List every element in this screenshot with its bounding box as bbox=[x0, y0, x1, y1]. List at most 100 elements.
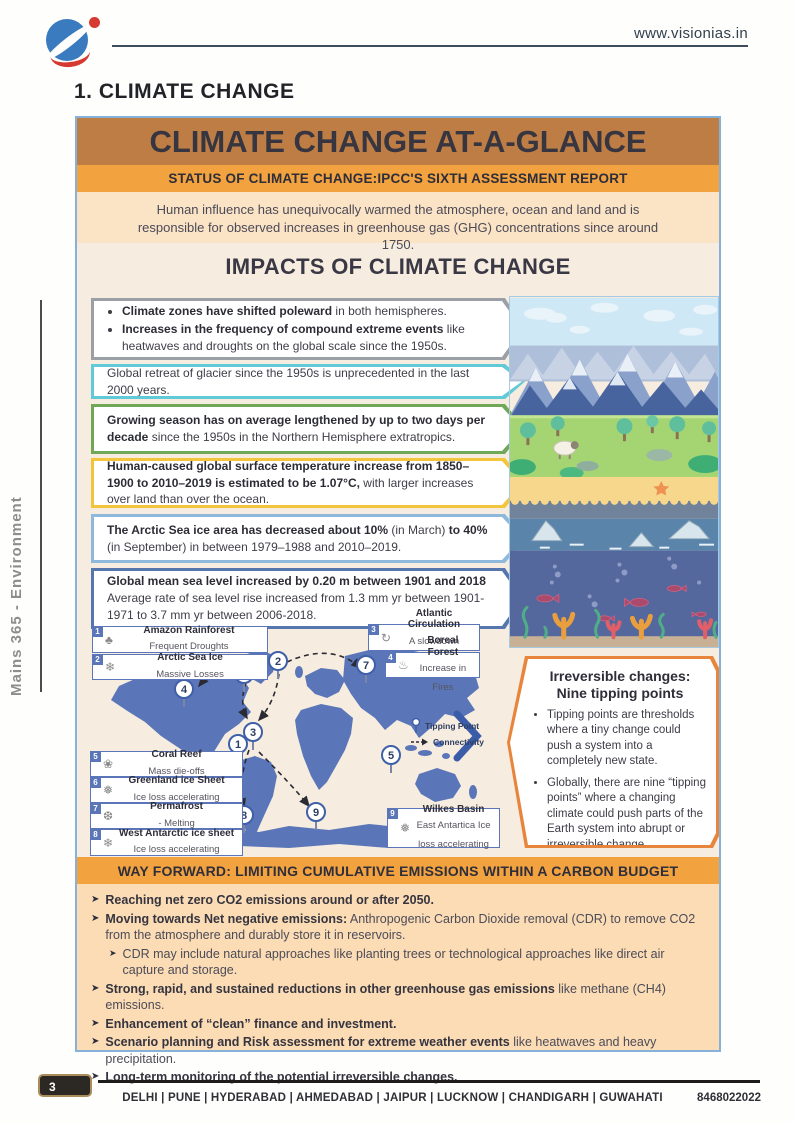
sidebar-divider bbox=[40, 300, 42, 692]
label-number: 4 bbox=[385, 652, 396, 663]
sheep bbox=[553, 440, 579, 460]
map-label-permafrost: 7 ❆ Permafrost - Melting bbox=[90, 801, 243, 829]
footer-phone: 8468022022 bbox=[697, 1092, 761, 1104]
ice-sheet-icon: ❅ bbox=[103, 783, 114, 797]
map-label-wilkes-basin: 9 ❅ Wilkes Basin East Antartica Ice loss … bbox=[387, 804, 500, 850]
wave-scallops bbox=[510, 496, 718, 505]
map-label-west-antarctic: 8 ❄ West Antarctic ice sheet Ice loss acc… bbox=[90, 827, 243, 856]
intro-text: Human influence has unequivocally warmed… bbox=[77, 192, 719, 252]
rainforest-icon: ♣ bbox=[105, 632, 113, 647]
impact-box-body: The Arctic Sea ice area has decreased ab… bbox=[94, 517, 522, 560]
irreversible-changes-box: Irreversible changes: Nine tipping point… bbox=[507, 656, 719, 848]
label-number: 3 bbox=[368, 624, 379, 635]
map-label-greenland: 6 ❅ Greenland ice Sheet Ice loss accelera… bbox=[90, 775, 243, 803]
label-number: 9 bbox=[387, 808, 398, 819]
arrow-bullet-icon: ➤ bbox=[91, 1017, 100, 1029]
meadow bbox=[510, 415, 718, 477]
nature-illustration-svg bbox=[510, 297, 718, 647]
marker-5: 5 bbox=[388, 750, 394, 762]
marker-9: 9 bbox=[313, 807, 319, 819]
way-forward-item: ➤ Strong, rapid, and sustained reduction… bbox=[91, 981, 666, 1013]
infographic-title: CLIMATE CHANGE AT-A-GLANCE bbox=[77, 118, 719, 165]
label-text: Wilkes Basin East Antartica Ice loss acce… bbox=[416, 803, 491, 850]
fire-icon: ♨ bbox=[398, 658, 409, 672]
impact-box-climate-zones: Climate zones have shifted poleward in b… bbox=[91, 298, 525, 360]
impact-box-arctic-ice: The Arctic Sea ice area has decreased ab… bbox=[91, 514, 525, 563]
basin-icon: ❅ bbox=[400, 821, 411, 835]
visionias-logo bbox=[43, 14, 102, 70]
label-number: 6 bbox=[90, 777, 101, 788]
label-text: West Antarctic ice sheet Ice loss acceler… bbox=[119, 827, 235, 856]
infographic-panel: CLIMATE CHANGE AT-A-GLANCE STATUS OF CLI… bbox=[75, 116, 721, 1084]
front-mountains bbox=[510, 371, 718, 418]
nature-illustration bbox=[509, 296, 719, 648]
label-text: Permafrost - Melting bbox=[150, 801, 203, 829]
map-label-coral-reef: 5 ❀ Coral Reef Mass die-offs bbox=[90, 749, 243, 777]
tipping-box-title: Irreversible changes: Nine tipping point… bbox=[549, 668, 691, 701]
impacts-heading: IMPACTS OF CLIMATE CHANGE bbox=[225, 254, 571, 279]
way-forward-banner: WAY FORWARD: LIMITING CUMULATIVE EMISSIO… bbox=[77, 857, 719, 884]
bubbles bbox=[549, 556, 702, 608]
section-heading: 1. CLIMATE CHANGE bbox=[74, 80, 295, 103]
status-banner: STATUS OF CLIMATE CHANGE:IPCC'S SIXTH AS… bbox=[77, 165, 719, 192]
way-forward-item: ➤ Enhancement of “clean” finance and inv… bbox=[91, 1016, 397, 1031]
marker-8: 8 bbox=[241, 810, 247, 822]
label-text: Greenland ice Sheet Ice loss accelerating bbox=[128, 775, 225, 803]
label-number: 7 bbox=[90, 803, 101, 814]
label-text: Boreal Forest Increase in Fires bbox=[419, 635, 467, 693]
label-number: 1 bbox=[92, 626, 103, 637]
clouds bbox=[523, 302, 718, 336]
pin-icon bbox=[411, 718, 421, 733]
permafrost-icon: ❆ bbox=[103, 809, 114, 823]
legend-connectivity: Connectivity bbox=[411, 737, 511, 747]
chevron-right-icon bbox=[453, 710, 482, 762]
meadow-edge bbox=[510, 415, 718, 419]
way-forward-item: ➤ Long-term monitoring of the potential … bbox=[91, 1070, 458, 1084]
logo-dot-icon bbox=[89, 17, 100, 28]
label-number: 5 bbox=[90, 751, 101, 762]
dashed-arrow-icon bbox=[411, 738, 428, 746]
impact-box-sea-level: Global mean sea level increased by 0.20 … bbox=[91, 568, 525, 629]
impact-box-growing-season: Growing season has on average lengthened… bbox=[91, 404, 525, 454]
arrow-bullet-icon: ➤ bbox=[91, 894, 100, 905]
impact-box-body: Global retreat of glacier since the 1950… bbox=[94, 367, 522, 396]
impact-box-body: Global mean sea level increased by 0.20 … bbox=[94, 571, 522, 626]
marker-4: 4 bbox=[181, 684, 188, 696]
seabed bbox=[510, 636, 718, 647]
fish bbox=[536, 584, 707, 622]
impact-box-body: Growing season has on average lengthened… bbox=[94, 407, 522, 451]
arrow-bullet-icon: ➤ bbox=[109, 947, 117, 958]
arrow-bullet-icon: ➤ bbox=[91, 1036, 100, 1047]
map-legend: Tipping Point Connectivity bbox=[411, 718, 511, 750]
way-forward-list: ➤ Reaching net zero CO2 emissions around… bbox=[77, 884, 719, 1084]
water-glints bbox=[539, 543, 715, 550]
website-url[interactable]: www.visionias.in bbox=[633, 25, 748, 42]
ocean-surface bbox=[510, 500, 718, 519]
map-label-amazon: 1 ♣ Amazon Rainforest Frequent Droughts bbox=[92, 625, 268, 653]
label-text: Coral Reef Mass die-offs bbox=[148, 749, 205, 777]
way-forward-item: ➤ Moving towards Net negative emissions:… bbox=[91, 911, 696, 943]
icebergs bbox=[530, 520, 711, 548]
circulation-icon: ↻ bbox=[381, 630, 392, 645]
world-map-svg: 1 2 3 4 5 6 7 8 9 bbox=[111, 648, 482, 848]
coral-icon: ❀ bbox=[103, 757, 114, 771]
tipping-bullet: Globally, there are nine “tipping points… bbox=[547, 776, 707, 854]
legend-label: Connectivity bbox=[433, 737, 485, 747]
marker-2: 2 bbox=[275, 656, 281, 668]
arrow-bullet-icon: ➤ bbox=[91, 982, 100, 994]
ice-sheet-icon: ❄ bbox=[103, 835, 114, 850]
bushes-rocks bbox=[510, 449, 718, 479]
map-label-boreal-forest: 4 ♨ Boreal Forest Increase in Fires bbox=[385, 635, 480, 693]
impact-box-glacier: Global retreat of glacier since the 1950… bbox=[91, 364, 525, 399]
tipping-bullet: Tipping points are thresholds where a ti… bbox=[547, 708, 707, 770]
corals bbox=[521, 605, 718, 640]
arrow-bullet-icon: ➤ bbox=[91, 912, 100, 924]
way-forward-item: ➤ Reaching net zero CO2 emissions around… bbox=[91, 893, 434, 907]
tipping-box-body: Irreversible changes: Nine tipping point… bbox=[510, 659, 716, 845]
impact-box-temperature: Human-caused global surface temperature … bbox=[91, 458, 525, 508]
trees bbox=[519, 415, 717, 446]
impact-box-body: Climate zones have shifted poleward in b… bbox=[94, 301, 522, 357]
tipping-points-map: 1 2 3 4 5 6 7 8 9 1 ♣ Amazon RainforestF… bbox=[89, 608, 511, 857]
header-divider bbox=[112, 45, 748, 47]
